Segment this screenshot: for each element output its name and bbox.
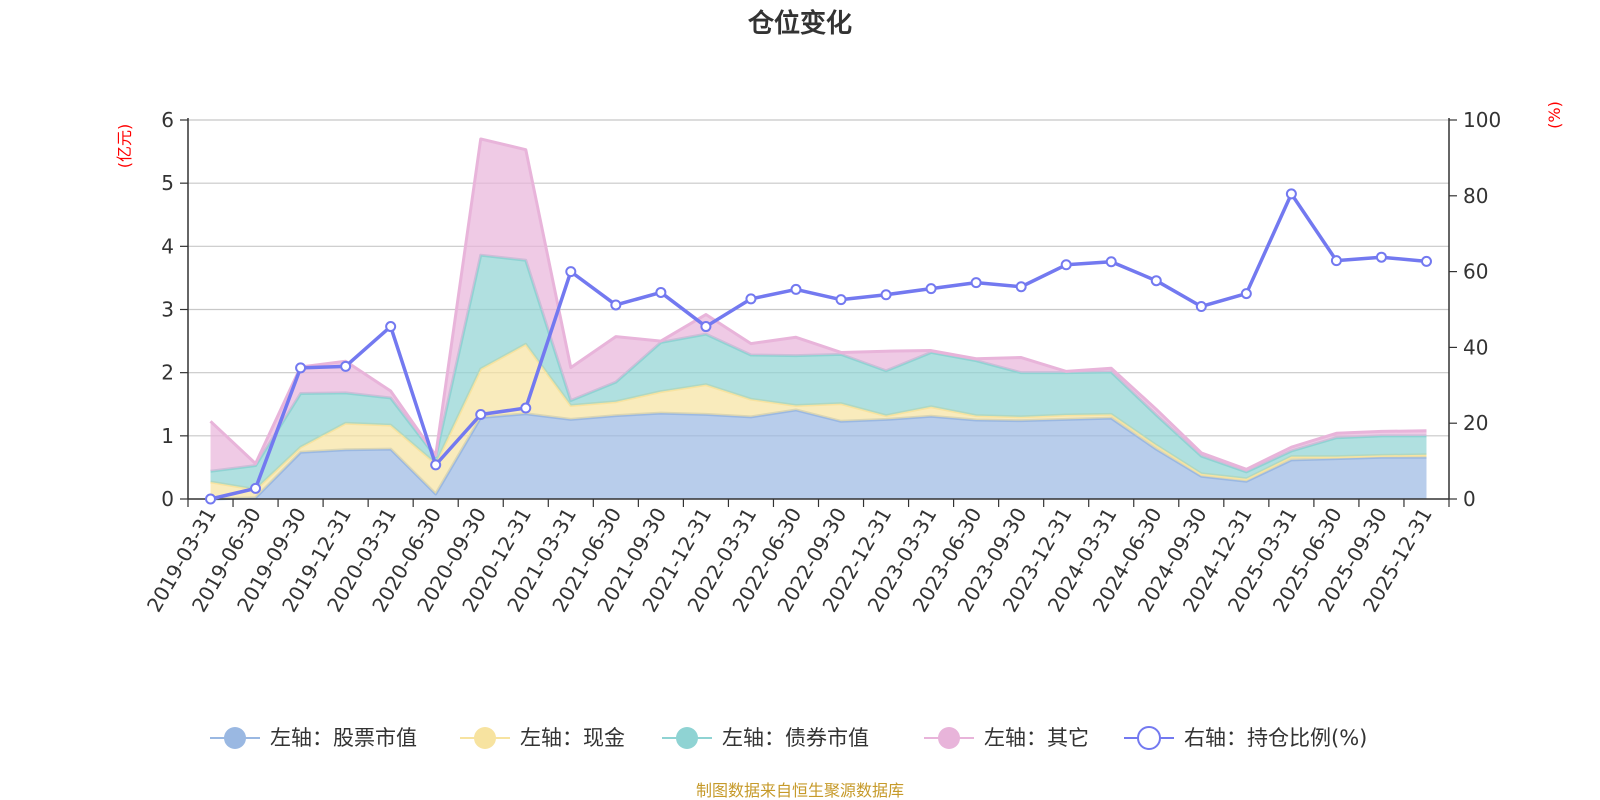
- ratio-point: [655, 286, 667, 298]
- left-axis-tick-label: 4: [161, 234, 174, 258]
- ratio-point: [790, 283, 802, 295]
- left-axis-tick-label: 5: [161, 171, 174, 195]
- ratio-point: [835, 294, 847, 306]
- gridlines: [188, 119, 1449, 437]
- ratio-point: [475, 408, 487, 420]
- area-edge-other: [209, 137, 1427, 471]
- ratio-point: [1195, 300, 1207, 312]
- legend-swatch-marker: [676, 727, 698, 749]
- left-axis-tick-label: 3: [161, 298, 174, 322]
- right-axis-tick-label: 100: [1463, 108, 1501, 132]
- ratio-point: [970, 277, 982, 289]
- area-cash: [210, 344, 1427, 499]
- legend-swatch-marker: [224, 727, 246, 749]
- ratio-line-series: [205, 188, 1432, 505]
- ratio-point: [1150, 275, 1162, 287]
- ratio-point: [880, 289, 892, 301]
- right-axis-tick-label: 80: [1463, 184, 1488, 208]
- ratio-point: [700, 321, 712, 333]
- right-axis-tick-label: 20: [1463, 411, 1488, 435]
- right-axis-tick-label: 60: [1463, 260, 1488, 284]
- ratio-point: [1285, 188, 1297, 200]
- data-source-note: 制图数据来自恒生聚源数据库: [696, 781, 904, 800]
- ratio-point: [1420, 255, 1432, 267]
- ratio-point: [295, 362, 307, 374]
- ratio-point: [925, 283, 937, 295]
- area-stock: [210, 409, 1427, 499]
- ratio-point: [385, 321, 397, 333]
- left-axis-tick-label: 6: [161, 108, 174, 132]
- legend-label: 左轴：现金: [520, 726, 625, 750]
- ratio-point: [1105, 256, 1117, 268]
- legend-swatch-marker: [474, 727, 496, 749]
- legend-swatch-marker: [938, 727, 960, 749]
- ratio-point: [1240, 288, 1252, 300]
- area-other: [210, 138, 1427, 472]
- legend: 左轴：股票市值 左轴：现金 左轴：债券市值 左轴：其它 右轴：持仓比例(%): [210, 726, 1367, 750]
- ratio-point: [1375, 251, 1387, 263]
- ratio-point: [340, 360, 352, 372]
- legend-swatch-marker: [1137, 726, 1161, 750]
- stacked-areas: [209, 137, 1427, 501]
- ratio-line: [210, 192, 1427, 501]
- legend-label: 左轴：债券市值: [722, 726, 869, 750]
- left-axis-tick-label: 1: [161, 424, 174, 448]
- left-axis-unit: (亿元): [115, 124, 134, 169]
- legend-label: 左轴：其它: [984, 726, 1089, 750]
- ratio-point: [1330, 255, 1342, 267]
- left-axis-tick-label: 2: [161, 361, 174, 385]
- right-axis-unit: (%): [1545, 101, 1564, 129]
- ratio-point: [1060, 259, 1072, 271]
- right-axis-tick-label: 40: [1463, 335, 1488, 359]
- ratio-point: [430, 459, 442, 471]
- ratio-point: [520, 402, 532, 414]
- chart-title: 仓位变化: [747, 8, 852, 39]
- area-bond: [210, 255, 1427, 490]
- ratio-point: [610, 299, 622, 311]
- right-axis-tick-label: 0: [1463, 487, 1476, 511]
- ratio-point: [205, 493, 217, 505]
- ratio-point: [1015, 281, 1027, 293]
- left-axis-tick-label: 0: [161, 487, 174, 511]
- ratio-point: [250, 482, 262, 494]
- ratio-point: [745, 293, 757, 305]
- legend-label: 右轴：持仓比例(%): [1184, 726, 1367, 750]
- ratio-point: [565, 266, 577, 278]
- legend-label: 左轴：股票市值: [270, 726, 417, 750]
